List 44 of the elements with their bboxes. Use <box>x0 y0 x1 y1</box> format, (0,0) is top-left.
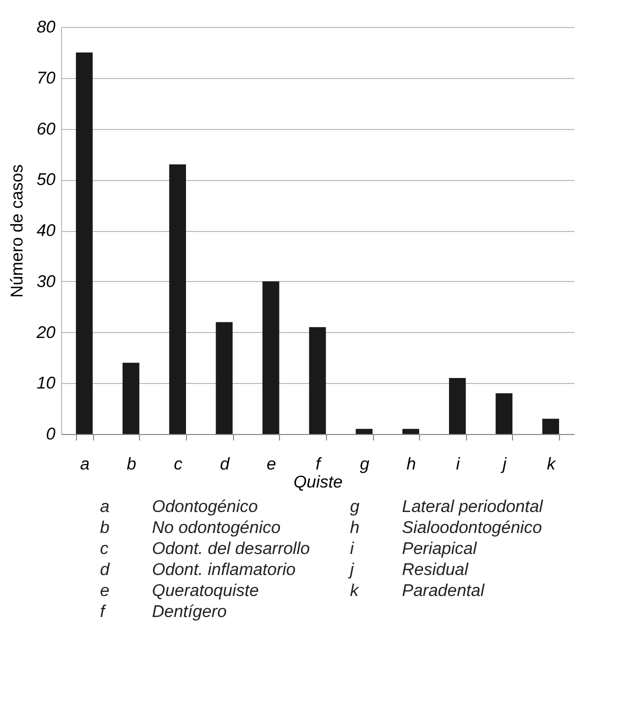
text: f Dentígero <box>100 602 227 621</box>
bar <box>169 164 186 434</box>
y-tick-label: 40 <box>36 221 56 240</box>
y-tick-label: 30 <box>36 272 56 291</box>
bar <box>496 393 512 434</box>
y-tick-label: 80 <box>36 18 56 36</box>
x-tick-label: d <box>220 454 230 474</box>
bar <box>76 52 93 434</box>
text: a Odontogénico <box>100 497 258 516</box>
x-tick-label: j <box>500 454 508 474</box>
x-tick-label: k <box>546 454 557 474</box>
x-tick-label: c <box>174 454 183 474</box>
bar <box>309 327 326 434</box>
y-tick-label: 50 <box>36 170 56 190</box>
text: h Sialoodontogénico <box>350 518 542 537</box>
bar <box>449 378 466 434</box>
bar <box>402 428 420 434</box>
text: e Queratoquiste <box>100 581 259 600</box>
y-tick-label: 20 <box>36 322 56 342</box>
text: g Lateral periodontal <box>350 497 543 516</box>
y-axis-title: Número de casos <box>8 164 27 298</box>
bar <box>262 281 280 434</box>
x-tick-label: f <box>316 454 323 474</box>
x-tick-label: i <box>456 454 462 474</box>
y-tick-label: 0 <box>46 424 56 444</box>
text: c Odont. del desarrollo <box>100 539 310 558</box>
text: j Residual <box>350 560 468 579</box>
bar <box>542 418 560 434</box>
y-tick-label: 10 <box>36 374 56 393</box>
x-tick-label: h <box>406 454 416 474</box>
bar <box>356 428 373 434</box>
y-tick-label: 70 <box>36 68 56 88</box>
x-tick-label: e <box>266 454 276 474</box>
x-tick-label: a <box>80 454 90 474</box>
bar <box>122 362 140 434</box>
x-tick-label: g <box>360 454 370 474</box>
bar <box>216 322 233 434</box>
text: k Paradental <box>350 581 484 600</box>
text: i Periapical <box>350 539 477 558</box>
y-tick-label: 60 <box>36 119 56 138</box>
text: b No odontogénico <box>100 518 281 537</box>
x-tick-label: b <box>126 454 136 474</box>
text: d Odont. inflamatorio <box>100 560 296 579</box>
x-axis-title: Quiste <box>293 472 343 492</box>
